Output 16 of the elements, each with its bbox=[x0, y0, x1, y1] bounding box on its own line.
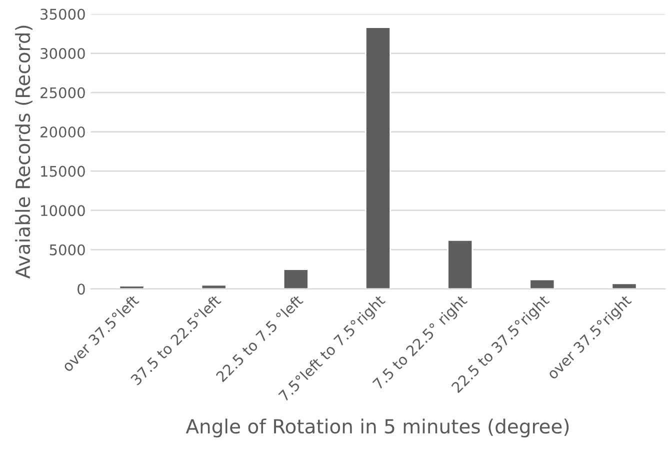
y-tick-label: 0 bbox=[78, 284, 85, 295]
y-tick-label: 15000 bbox=[41, 166, 85, 177]
bar bbox=[282, 268, 309, 289]
y-tick-label: 20000 bbox=[40, 126, 85, 138]
y-axis-title: Avaiable Records (Record) bbox=[15, 26, 32, 279]
y-tick-label: 5000 bbox=[50, 244, 85, 256]
y-tick-label: 30000 bbox=[40, 48, 85, 60]
bar bbox=[611, 282, 638, 289]
y-tick-label: 10000 bbox=[41, 205, 85, 216]
bar bbox=[364, 26, 392, 289]
x-axis-title: Angle of Rotation in 5 minutes (degree) bbox=[186, 418, 569, 438]
y-tick-label: 25000 bbox=[40, 87, 85, 98]
y-tick-label: 35000 bbox=[40, 8, 85, 20]
bar bbox=[118, 285, 145, 289]
bar bbox=[529, 278, 556, 289]
bar bbox=[447, 240, 474, 289]
